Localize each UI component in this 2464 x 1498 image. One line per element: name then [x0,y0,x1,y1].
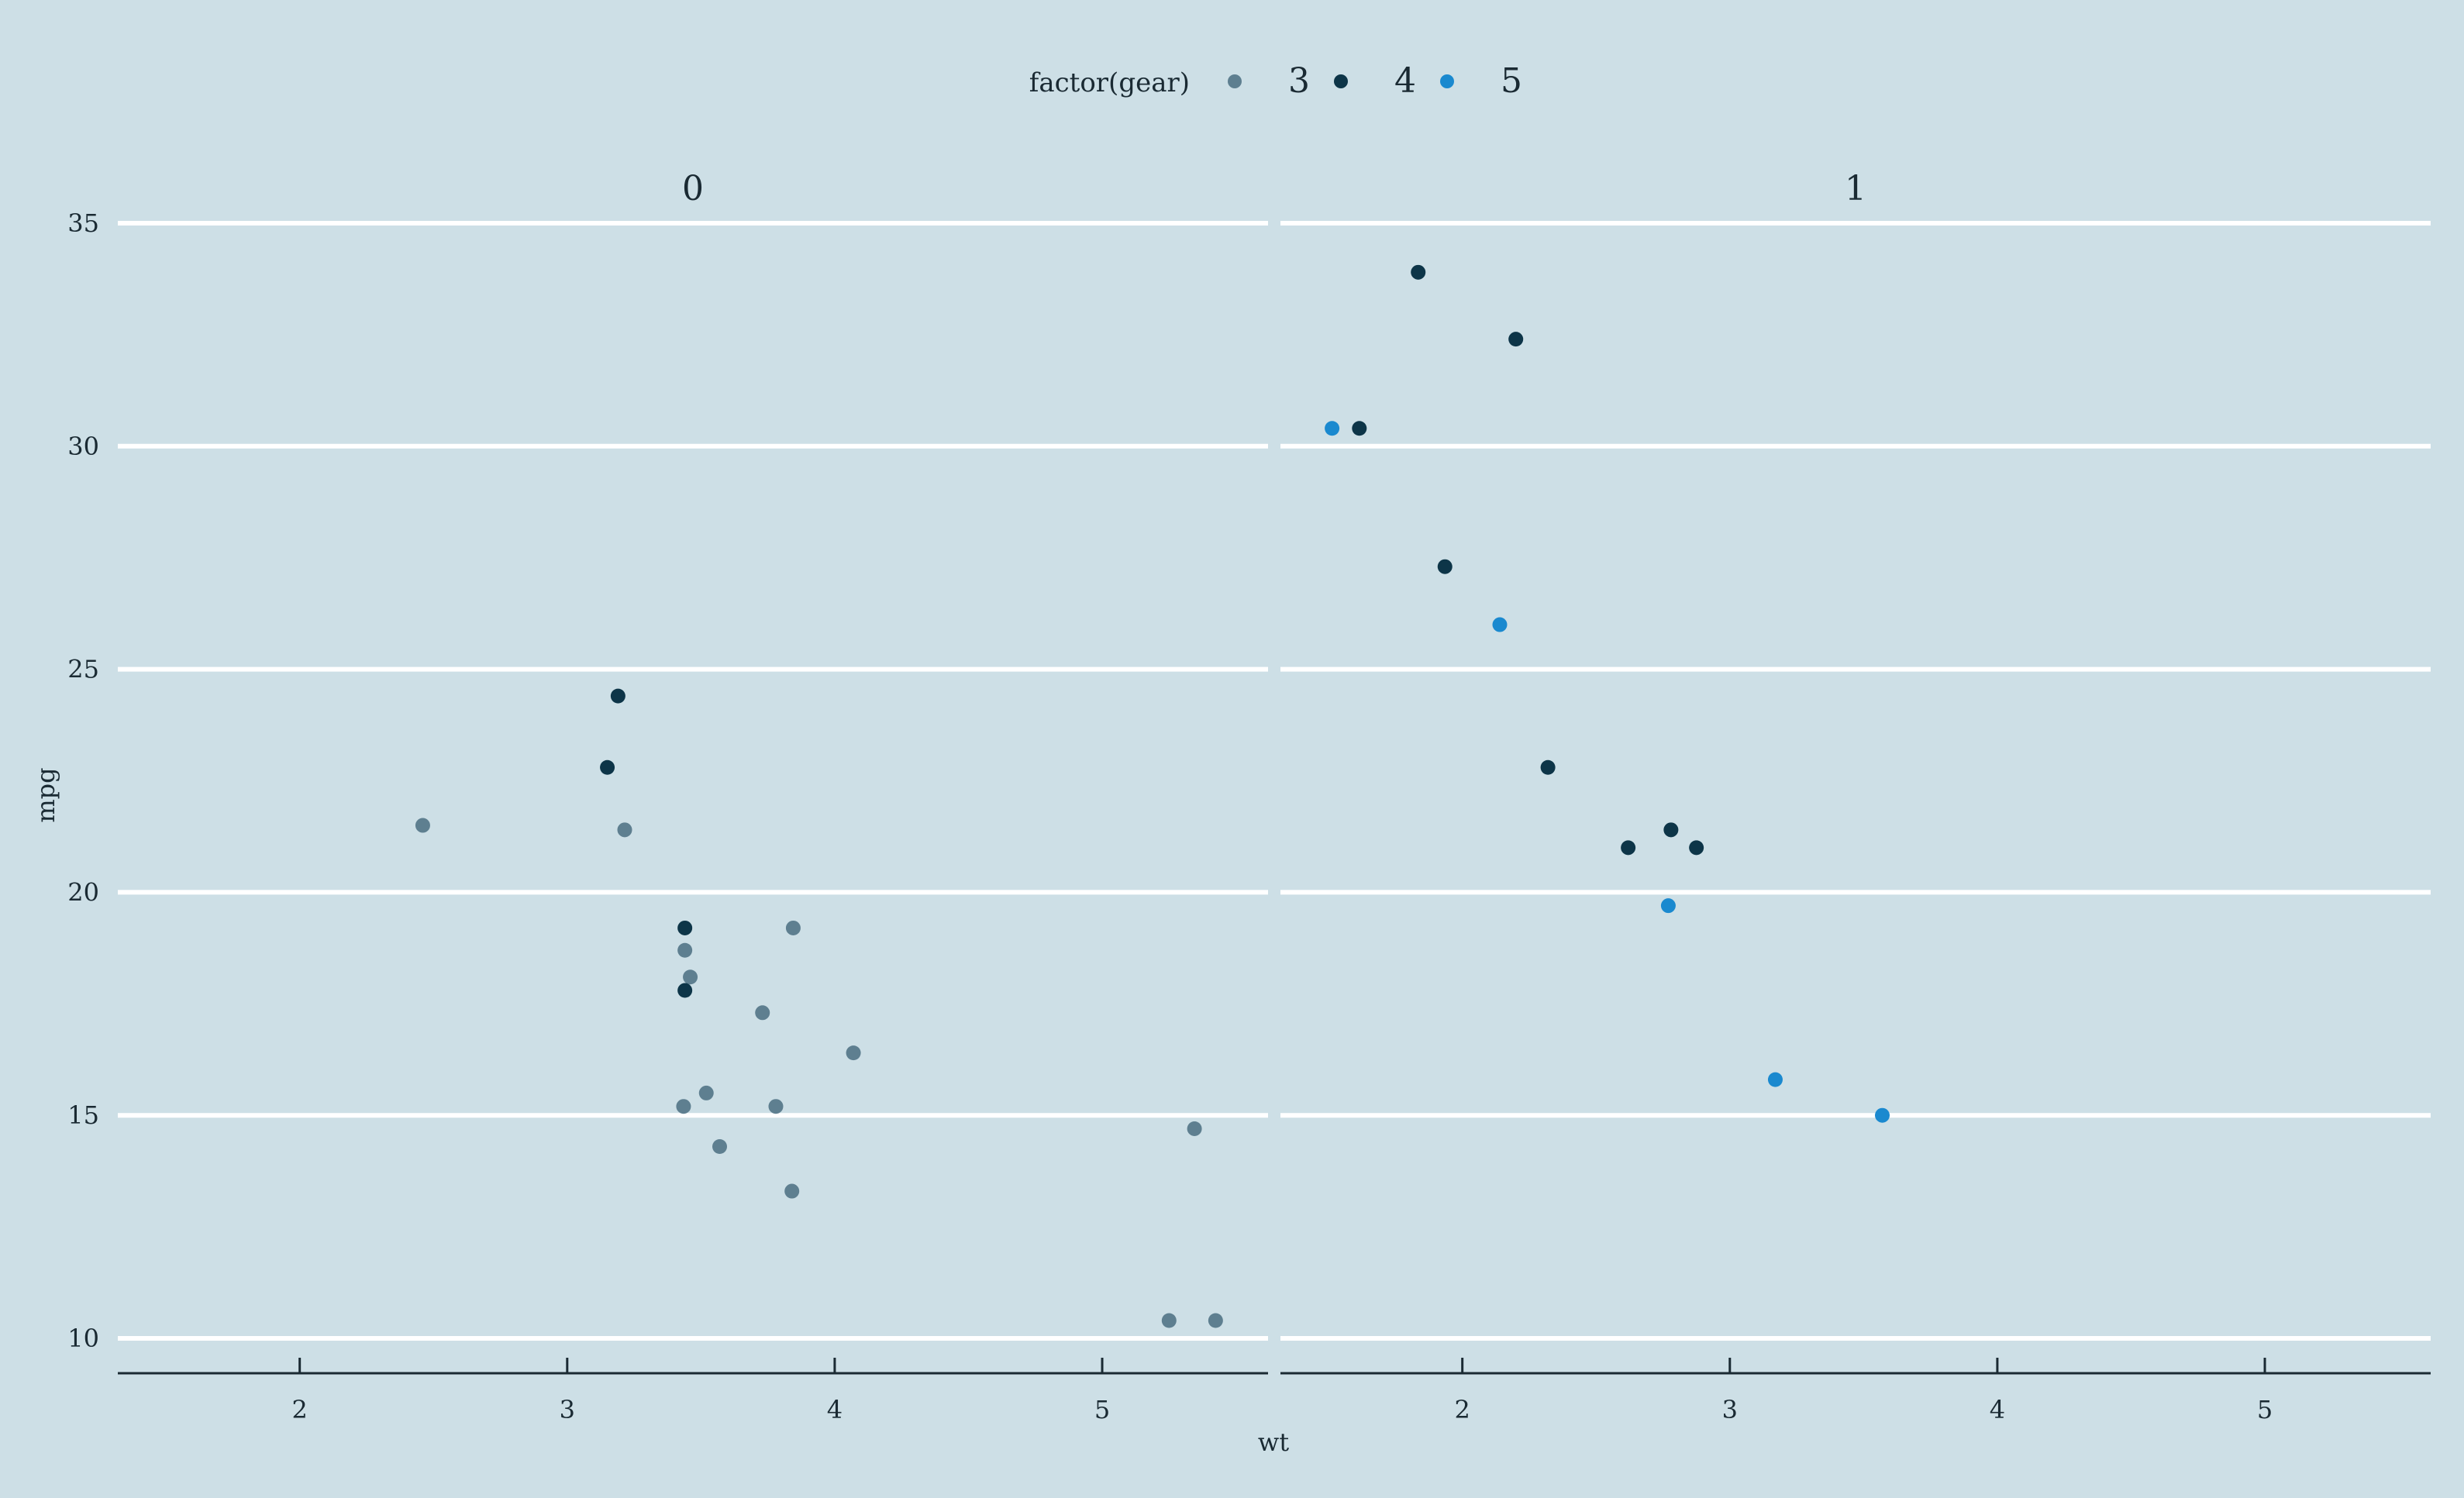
y-tick-label-20: 20 [67,877,99,907]
x-tick-label-3: 3 [1722,1395,1738,1424]
point-gear-3 [784,1183,800,1199]
point-gear-4 [1352,421,1367,436]
facet-label-0: 0 [682,169,704,208]
legend-entry-4: 4 [1334,61,1416,101]
legend-entry-3: 3 [1228,61,1310,101]
x-tick-label-2: 2 [1454,1395,1470,1424]
point-gear-4 [1508,332,1524,347]
point-gear-3 [683,969,698,985]
point-gear-5 [1875,1107,1890,1123]
point-gear-4 [1663,822,1679,838]
point-gear-3 [846,1045,861,1061]
y-axis-label: mpg [31,767,60,822]
point-gear-3 [677,942,693,958]
point-gear-4 [1411,264,1426,280]
x-axis-label: wt [1258,1427,1289,1457]
point-gear-3 [698,1085,714,1100]
x-tick-label-2: 2 [291,1395,307,1424]
legend-label-5: 5 [1501,61,1522,101]
point-gear-4 [1437,559,1453,574]
point-gear-4 [610,688,625,704]
y-tick-label-25: 25 [67,655,99,684]
point-gear-3 [712,1138,728,1154]
x-tick-label-3: 3 [560,1395,575,1424]
panel-0: 10 15 20 25 30 35 2 3 4 5 [67,208,1268,1424]
legend-key-5 [1440,74,1454,88]
x-tick-label-4: 4 [1990,1395,2005,1424]
point-gear-4 [677,983,693,998]
legend-label-4: 4 [1394,61,1416,101]
legend-label-3: 3 [1288,61,1310,101]
x-tick-label-4: 4 [827,1395,843,1424]
panels: 10 15 20 25 30 35 2 3 4 5 2 3 4 5 [67,208,2431,1424]
point-gear-3 [676,1099,691,1114]
panel-1: 2 3 4 5 [1280,221,2431,1424]
point-gear-4 [1621,840,1636,856]
point-gear-3 [755,1005,770,1021]
x-tick-label-5: 5 [2257,1395,2273,1424]
legend-key-3 [1228,74,1242,88]
point-gear-3 [1161,1313,1177,1328]
point-gear-4 [677,920,693,935]
y-tick-label-35: 35 [67,208,99,238]
point-gear-4 [1540,759,1556,775]
y-tick-label-10: 10 [67,1324,99,1353]
point-gear-4 [1689,840,1704,856]
facet-label-1: 1 [1845,169,1866,208]
point-gear-3 [1208,1313,1223,1328]
point-gear-3 [785,920,801,935]
point-gear-3 [1187,1121,1202,1136]
legend-title: factor(gear) [1029,67,1190,98]
y-tick-label-15: 15 [67,1100,99,1130]
y-tick-label-30: 30 [67,432,99,461]
point-gear-4 [600,759,615,775]
point-gear-3 [768,1099,784,1114]
point-gear-5 [1492,617,1508,632]
point-gear-5 [1325,421,1340,436]
point-gear-5 [1660,898,1676,914]
legend-key-4 [1334,74,1348,88]
point-gear-3 [415,818,430,833]
legend-entry-5: 5 [1440,61,1522,101]
x-tick-label-5: 5 [1094,1395,1110,1424]
legend: factor(gear) 3 4 5 [1029,61,1522,101]
point-gear-3 [617,822,632,838]
point-gear-5 [1767,1072,1783,1087]
